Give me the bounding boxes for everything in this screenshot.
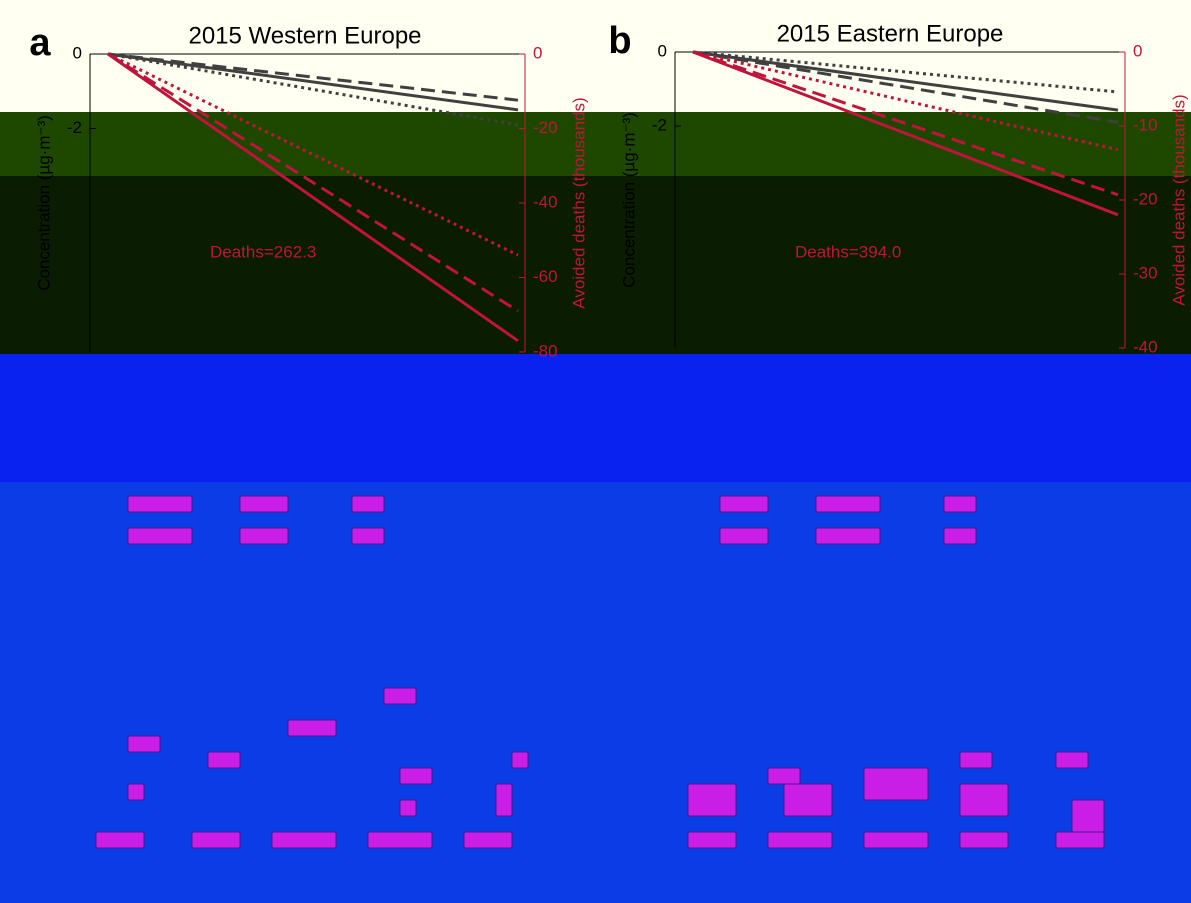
series-line: [107, 52, 519, 102]
series-line: [692, 50, 1119, 152]
series-line: [107, 52, 519, 343]
series-line: [107, 52, 519, 112]
y2-tick-label: -40: [533, 192, 558, 211]
glitch-band: [0, 482, 1191, 903]
y2-axis-label: Avoided deaths (thousands): [569, 97, 588, 308]
series-line: [692, 50, 1119, 112]
y2-tick-label: -60: [533, 267, 558, 286]
y-tick-label: -2: [652, 115, 667, 134]
y2-tick-label: -80: [533, 341, 558, 360]
glitch-band: [0, 176, 1191, 354]
y2-tick-label: -40: [1133, 337, 1158, 356]
glitch-band: [0, 112, 1191, 176]
glitch-blocks: [95, 495, 1105, 849]
series-line: [692, 50, 1119, 197]
y-tick-label: 0: [73, 43, 82, 62]
y-tick-label: 0: [658, 41, 667, 60]
y-axis-label: Concentration (µg·m⁻³): [34, 115, 53, 291]
y2-tick-label: -30: [1133, 263, 1158, 282]
series-line: [692, 50, 1119, 124]
panel-label: b: [608, 20, 631, 62]
glitch-band: [0, 354, 1191, 482]
y2-tick-label: -10: [1133, 115, 1158, 134]
y2-tick-label: -20: [1133, 189, 1158, 208]
y-tick-label: -2: [67, 118, 82, 137]
series-line: [107, 52, 519, 313]
annotation: Deaths=262.3: [210, 242, 316, 261]
panel-label: a: [29, 22, 51, 64]
y2-tick-label: 0: [533, 43, 542, 62]
series-line: [107, 52, 519, 257]
series-line: [692, 50, 1119, 94]
annotation: Deaths=394.0: [795, 242, 901, 261]
y-axis-label: Concentration (µg·m⁻³): [619, 112, 638, 288]
y2-tick-label: -20: [533, 118, 558, 137]
chart-title: 2015 Eastern Europe: [777, 20, 1004, 47]
y2-axis-label: Avoided deaths (thousands): [1169, 94, 1188, 305]
y2-tick-label: 0: [1133, 41, 1142, 60]
chart-title: 2015 Western Europe: [188, 22, 421, 49]
series-line: [692, 50, 1119, 217]
